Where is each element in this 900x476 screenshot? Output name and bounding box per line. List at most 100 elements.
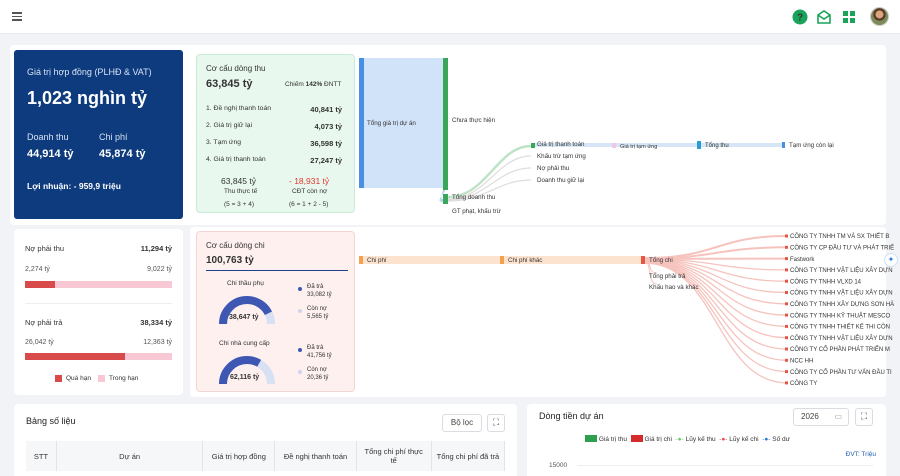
sankey-flow (644, 262, 788, 384)
owner-debt-label: CĐT còn nợ (292, 188, 328, 195)
apps-grid-icon[interactable] (841, 9, 857, 25)
table-header: Tổng chi phí đã trả (431, 441, 506, 471)
receivables-bar (25, 281, 172, 288)
payables-overdue: 26,042 tỷ (25, 339, 54, 346)
contractor-title: Chi thầu phụ (227, 280, 264, 287)
cashflow-legend: Giá trị thu Giá trị chi -●- Lũy kế thu -… (585, 435, 885, 445)
revenue-item-value: 40,841 tỷ (310, 105, 342, 114)
paid-dot (298, 287, 302, 291)
menu-icon[interactable] (12, 12, 22, 21)
sankey-label: Chưa thực hiện (452, 117, 496, 124)
payables-title: Nợ phải trả (25, 318, 63, 327)
sankey-node (500, 256, 504, 264)
legend-swatch (630, 435, 643, 442)
gridline (577, 465, 873, 466)
company-label: CÔNG TY TNHH KỸ THUẬT MESCO (790, 312, 890, 319)
sankey-flow (644, 260, 788, 316)
sankey-flow (644, 259, 788, 305)
owed-dot (298, 370, 302, 374)
table-header-row: STT Dự án Giá trị hợp đồng Đề nghị thanh… (26, 441, 506, 471)
expense-structure-title: Cơ cấu dòng chi (206, 241, 265, 250)
avatar[interactable] (870, 7, 889, 26)
filter-button[interactable]: Bộ lọc (442, 414, 482, 432)
legend-label: Giá trị chi (644, 436, 672, 443)
table-header: Giá trị hợp đồng (202, 441, 276, 471)
revenue-item-label: 3. Tạm ứng (206, 139, 242, 146)
company-label: CÔNG TY (790, 380, 817, 387)
legend-label: Lũy kế thu (685, 436, 716, 443)
sankey-node (785, 324, 788, 328)
contractor-paid-value: 33,082 tỷ (307, 292, 332, 298)
sankey-label: Tổng giá trị dự án (367, 120, 416, 127)
payables-total: 38,334 tỷ (140, 318, 172, 327)
legend-label: Lũy kế chi (729, 436, 759, 443)
legend-line-icon: -●- (675, 436, 684, 443)
expand-icon[interactable]: ⛶ (487, 414, 505, 432)
sankey-node (782, 142, 785, 148)
company-label: CÔNG TY TNHH VẬT LIỆU XÂY DỰN (790, 266, 893, 274)
sankey-label: Tổng phải trả (649, 273, 686, 280)
sankey-label: Giá trị tạm ứng (620, 144, 657, 150)
expense-structure-card: Cơ cấu dòng chi 100,763 tỷ Chi thầu phụ … (196, 231, 355, 392)
contractor-paid-label: Đã trả (307, 284, 324, 290)
year-picker[interactable]: 2026 ▭ (793, 408, 849, 426)
calendar-icon: ▭ (834, 412, 842, 421)
actual-revenue-value: 63,845 tỷ (221, 176, 256, 186)
supplier-owed-label: Còn nợ (307, 367, 327, 373)
legend-swatch (585, 435, 597, 442)
supplier-paid-value: 41,756 tỷ (307, 353, 332, 359)
contract-label: Giá trị hợp đồng (PLHĐ & VAT) (27, 67, 152, 77)
svg-text:?: ? (797, 13, 803, 24)
contractor-center-value: 38,647 tỷ (229, 314, 259, 321)
sankey-node (785, 370, 788, 374)
table-header: Đề nghị thanh toán (274, 441, 357, 471)
table-header: Tổng chi phí thực tế (356, 441, 432, 471)
sankey-flow (447, 179, 532, 202)
revenue-label: Doanh thu (27, 132, 69, 142)
sankey-label: Tổng thu (705, 142, 729, 149)
sankey-node (785, 302, 788, 306)
company-label: CÔNG TY TNHH VẬT LIỆU XÂY DỰN (790, 289, 893, 297)
data-table: STT Dự án Giá trị hợp đồng Đề nghị thanh… (26, 441, 506, 471)
sankey-node (785, 313, 788, 317)
payables-bar (25, 353, 172, 360)
sankey-node (531, 143, 535, 148)
legend-swatch-overdue (55, 375, 62, 382)
actual-revenue-label: Thu thực tế (224, 188, 258, 195)
sankey-node (785, 245, 788, 249)
receivables-overdue-fill (25, 281, 55, 288)
cost-label: Chi phí (99, 132, 128, 142)
sankey-label: Doanh thu giữ lại (537, 177, 584, 184)
top-bar: ? (0, 0, 900, 34)
expand-icon[interactable]: ⛶ (855, 408, 873, 426)
company-label: CÔNG TY CP ĐẦU TƯ VÀ PHÁT TRIỂ (790, 245, 894, 252)
sankey-node (359, 256, 363, 264)
unit-label: ĐVT: Triệu (845, 451, 876, 458)
sankey-node (785, 268, 788, 272)
company-labels: CÔNG TY TNHH TM VÀ SX THIẾT B CÔNG TY CP … (790, 233, 894, 387)
floating-tool-button[interactable]: ✦ (884, 253, 898, 267)
table-header: Dự án (56, 441, 204, 471)
sankey-flow (644, 261, 788, 361)
mail-open-icon[interactable] (816, 9, 832, 25)
paid-dot (298, 348, 302, 352)
owner-debt-value: - 18,931 tỷ (289, 176, 330, 186)
company-label: CÔNG TY TNHH THIẾT KẾ THI CÔN (790, 324, 890, 331)
revenue-item-value: 27,247 tỷ (310, 156, 342, 165)
revenue-item-value: 36,598 tỷ (310, 139, 342, 148)
contractor-gauge (219, 296, 275, 325)
legend-line-icon: -●- (719, 436, 728, 443)
payables-ontime: 12,363 tỷ (143, 339, 172, 346)
receivables-overdue: 2,274 tỷ (25, 266, 50, 273)
owner-debt-formula: (6 = 1 + 2 - 5) (289, 201, 329, 208)
expense-sankey-chart: Chi phí Chi phí khác Tổng chi Tổng phải … (359, 233, 894, 387)
sankey-node (785, 381, 788, 385)
sankey-label: Khấu hao và khác (649, 284, 699, 291)
payables-overdue-fill (25, 353, 125, 360)
sankey-flow (504, 256, 641, 264)
help-icon[interactable]: ? (792, 9, 808, 25)
contract-value: 1,023 nghìn tỷ (27, 88, 148, 108)
revenue-sankey-chart: Tổng giá trị dự án Chưa thực hiện Tổng d… (359, 58, 834, 215)
table-header: STT (26, 441, 57, 471)
sankey-label: Giá trị thanh toán (537, 141, 585, 148)
